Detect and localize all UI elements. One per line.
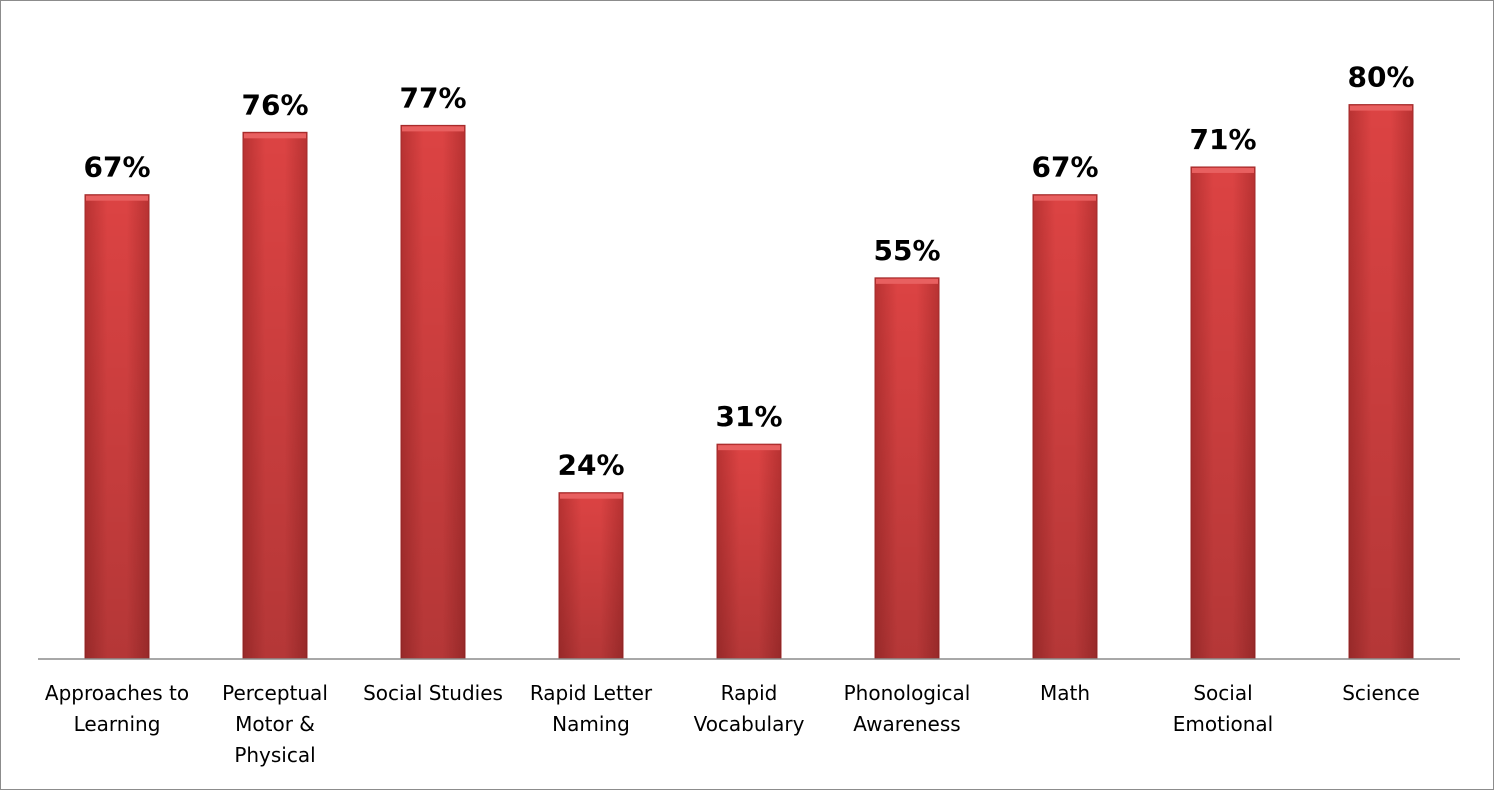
bar-shade xyxy=(717,444,781,659)
value-label-6: 55% xyxy=(873,234,940,267)
bar-3 xyxy=(400,124,466,660)
bar-6 xyxy=(874,277,940,660)
category-label-8: Social Emotional xyxy=(1173,681,1273,736)
value-label-4: 24% xyxy=(557,449,624,482)
category-label-line: Math xyxy=(1040,681,1090,705)
category-label-4: Rapid Letter Naming xyxy=(530,681,653,736)
bar-shade xyxy=(559,492,623,659)
bar-8 xyxy=(1190,166,1256,660)
bar-top-bevel xyxy=(1034,195,1096,201)
category-label-line: Physical xyxy=(234,743,315,767)
value-label-3: 77% xyxy=(399,81,466,114)
bar-shade xyxy=(1349,104,1413,660)
value-label-1: 67% xyxy=(83,151,150,184)
category-label-line: Social xyxy=(1193,681,1252,705)
category-label-line: Vocabulary xyxy=(694,712,805,736)
category-label-line: Social Studies xyxy=(363,681,503,705)
bar-top-bevel xyxy=(244,133,306,139)
bar-shade xyxy=(1191,166,1255,659)
bar-5 xyxy=(716,443,782,660)
category-labels-layer: Approaches to Learning Perceptual Motor & Ph… xyxy=(45,681,1420,767)
bar-top-bevel xyxy=(1192,167,1254,173)
value-labels-layer: 67% 76% 77% 24% 31% 55% 67% 71% 80% xyxy=(83,61,1414,482)
value-label-5: 31% xyxy=(715,400,782,433)
bar-9 xyxy=(1348,104,1414,660)
category-label-line: Rapid xyxy=(721,681,778,705)
category-label-line: Learning xyxy=(74,712,161,736)
category-label-line: Science xyxy=(1342,681,1420,705)
bar-shade xyxy=(85,194,149,659)
value-label-9: 80% xyxy=(1347,61,1414,94)
category-label-line: Emotional xyxy=(1173,712,1273,736)
bar-shade xyxy=(401,125,465,659)
category-label-9: Science xyxy=(1342,681,1420,705)
category-label-line: Rapid Letter xyxy=(530,681,653,705)
bar-shade xyxy=(243,132,307,659)
bar-top-bevel xyxy=(560,493,622,499)
category-label-7: Math xyxy=(1040,681,1090,705)
value-label-7: 67% xyxy=(1031,151,1098,184)
category-label-3: Social Studies xyxy=(363,681,503,705)
category-label-line: Perceptual xyxy=(222,681,328,705)
bar-7 xyxy=(1032,194,1098,660)
bar-2 xyxy=(242,131,308,660)
category-label-6: Phonological Awareness xyxy=(844,681,971,736)
category-label-line: Approaches to xyxy=(45,681,189,705)
bar-shade xyxy=(875,277,939,659)
category-label-line: Naming xyxy=(552,712,630,736)
value-label-8: 71% xyxy=(1189,123,1256,156)
bar-top-bevel xyxy=(718,445,780,451)
category-label-2: Perceptual Motor & Physical xyxy=(222,681,328,767)
bar-shade xyxy=(1033,194,1097,659)
bar-top-bevel xyxy=(876,278,938,284)
category-label-5: Rapid Vocabulary xyxy=(694,681,805,736)
value-label-2: 76% xyxy=(241,88,308,121)
bar-top-bevel xyxy=(1350,105,1412,111)
category-label-line: Motor & xyxy=(235,712,315,736)
category-label-1: Approaches to Learning xyxy=(45,681,189,736)
category-label-line: Phonological xyxy=(844,681,971,705)
category-label-line: Awareness xyxy=(853,712,960,736)
bars-layer xyxy=(84,104,1414,660)
bar-top-bevel xyxy=(86,195,148,201)
bar-top-bevel xyxy=(402,126,464,132)
bar-1 xyxy=(84,194,150,660)
bar-4 xyxy=(558,492,624,660)
